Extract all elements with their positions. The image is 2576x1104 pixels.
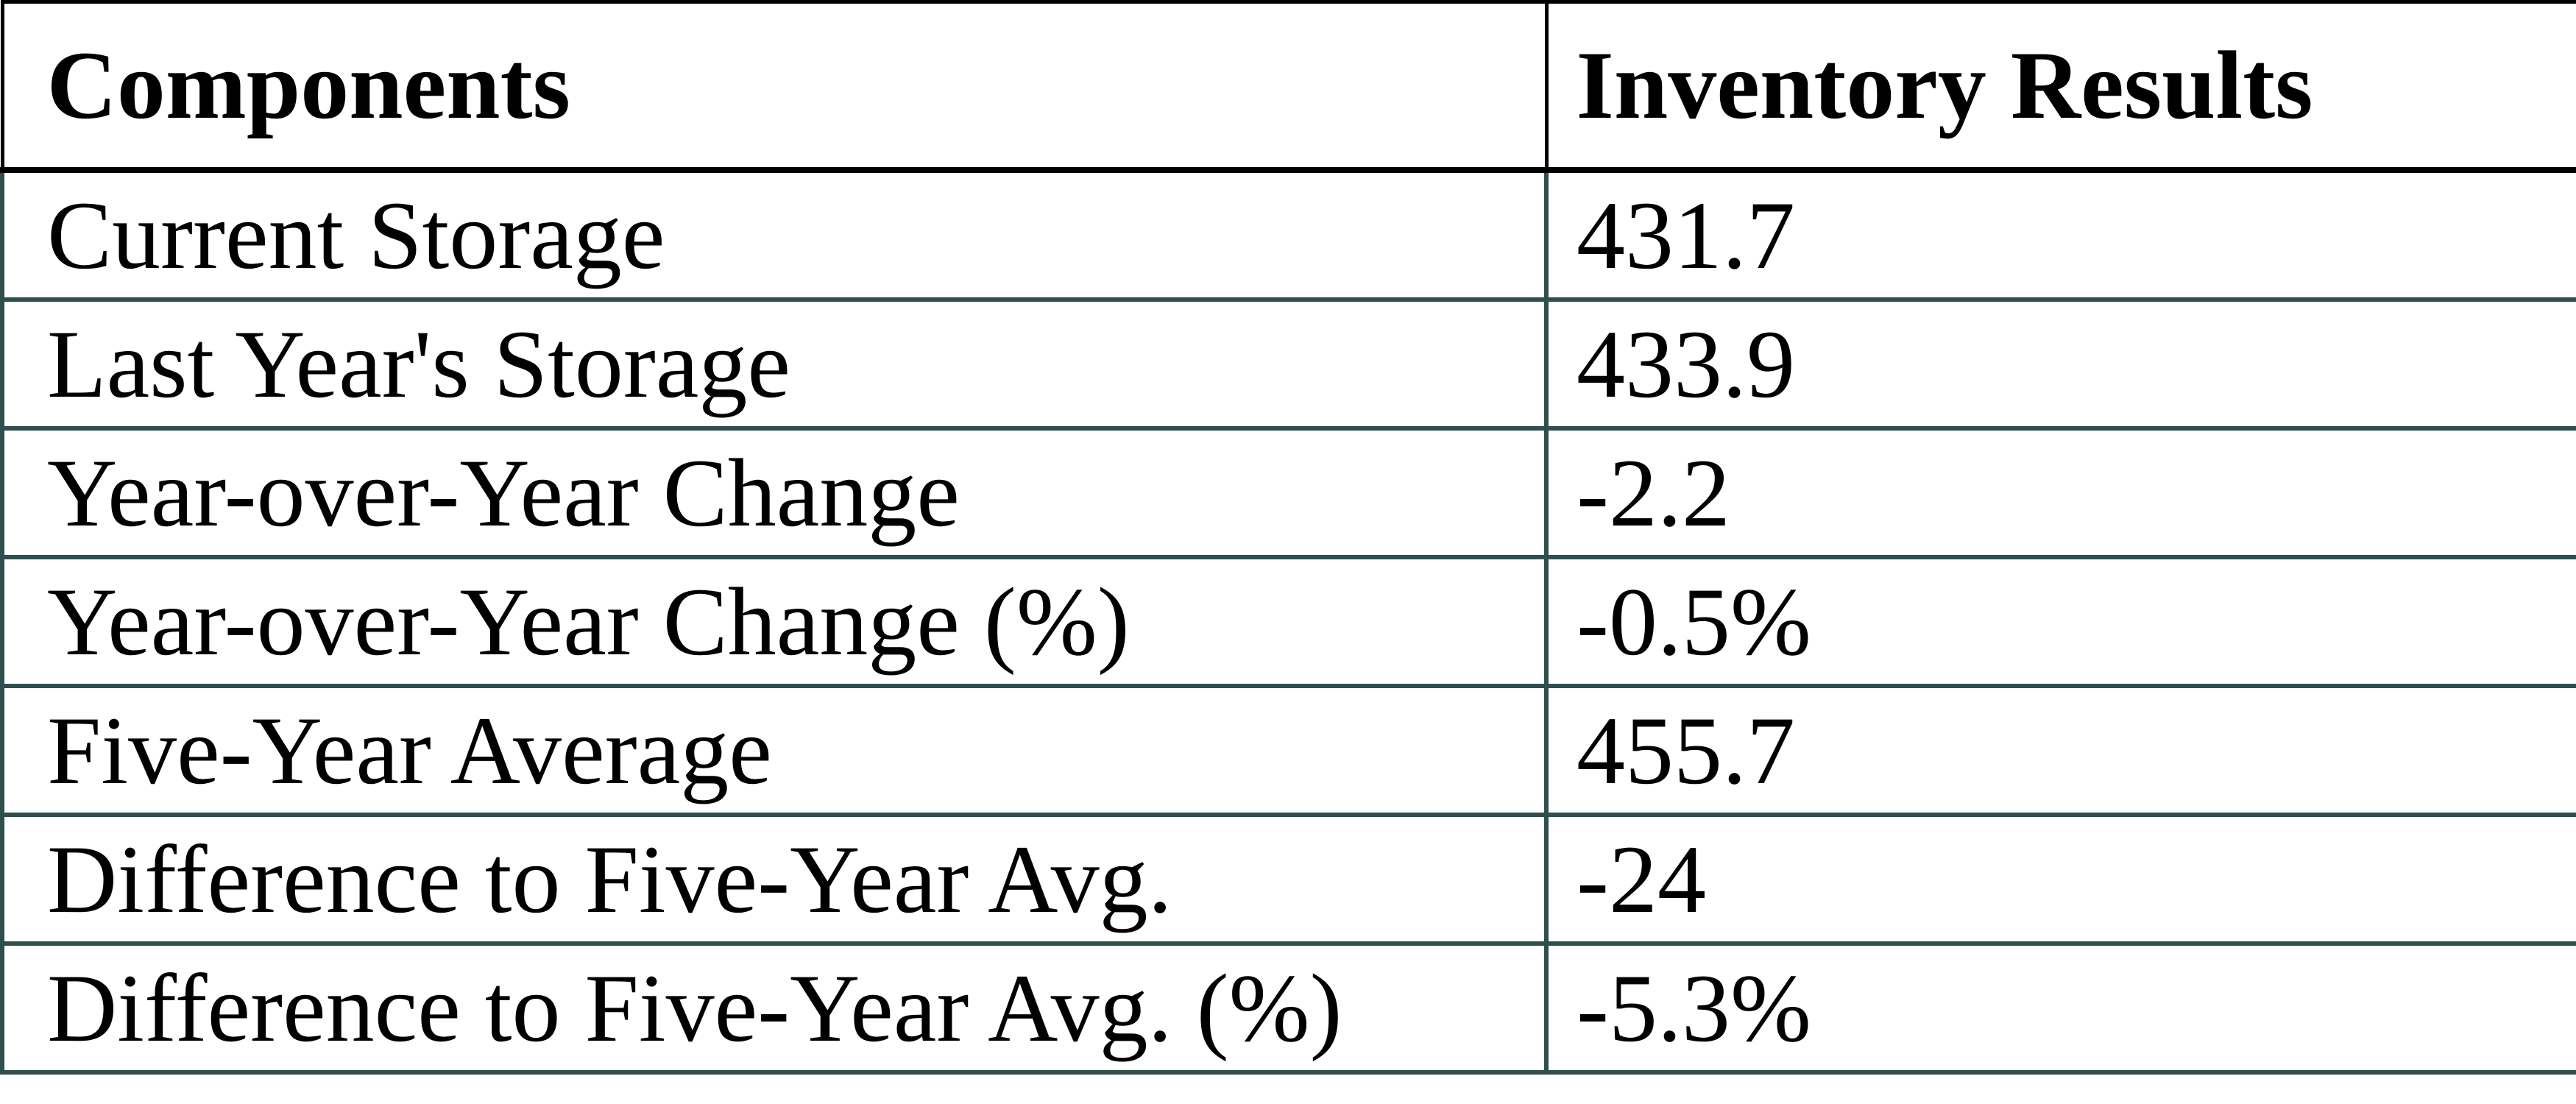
inventory-value: -5.3%: [1544, 941, 2576, 1075]
component-label: Difference to Five-Year Avg. (%): [0, 941, 1549, 1075]
inventory-value: -24: [1544, 813, 2576, 946]
table-row: Year-over-Year Change (%) -0.5%: [0, 555, 2576, 688]
inventory-value: -2.2: [1544, 426, 2576, 559]
inventory-value: 431.7: [1544, 168, 2576, 302]
table-row: Current Storage 431.7: [0, 168, 2576, 302]
component-label: Last Year's Storage: [0, 297, 1549, 431]
component-label: Year-over-Year Change (%): [0, 555, 1549, 688]
inventory-value: 433.9: [1544, 297, 2576, 431]
table-row: Five-Year Average 455.7: [0, 684, 2576, 817]
inventory-value: 455.7: [1544, 684, 2576, 817]
header-row: Components Inventory Results: [0, 0, 2576, 173]
header-components: Components: [0, 0, 1549, 173]
inventory-results-table: Components Inventory Results Current Sto…: [0, 0, 2576, 1075]
table-header: Components Inventory Results: [0, 0, 2576, 173]
table-row: Difference to Five-Year Avg. (%) -5.3%: [0, 941, 2576, 1075]
table-row: Last Year's Storage 433.9: [0, 297, 2576, 431]
component-label: Difference to Five-Year Avg.: [0, 813, 1549, 946]
inventory-value: -0.5%: [1544, 555, 2576, 688]
table-row: Year-over-Year Change -2.2: [0, 426, 2576, 559]
component-label: Year-over-Year Change: [0, 426, 1549, 559]
component-label: Five-Year Average: [0, 684, 1549, 817]
header-inventory-results: Inventory Results: [1544, 0, 2576, 173]
component-label: Current Storage: [0, 168, 1549, 302]
table-row: Difference to Five-Year Avg. -24: [0, 813, 2576, 946]
table-body: Current Storage 431.7 Last Year's Storag…: [0, 168, 2576, 1075]
